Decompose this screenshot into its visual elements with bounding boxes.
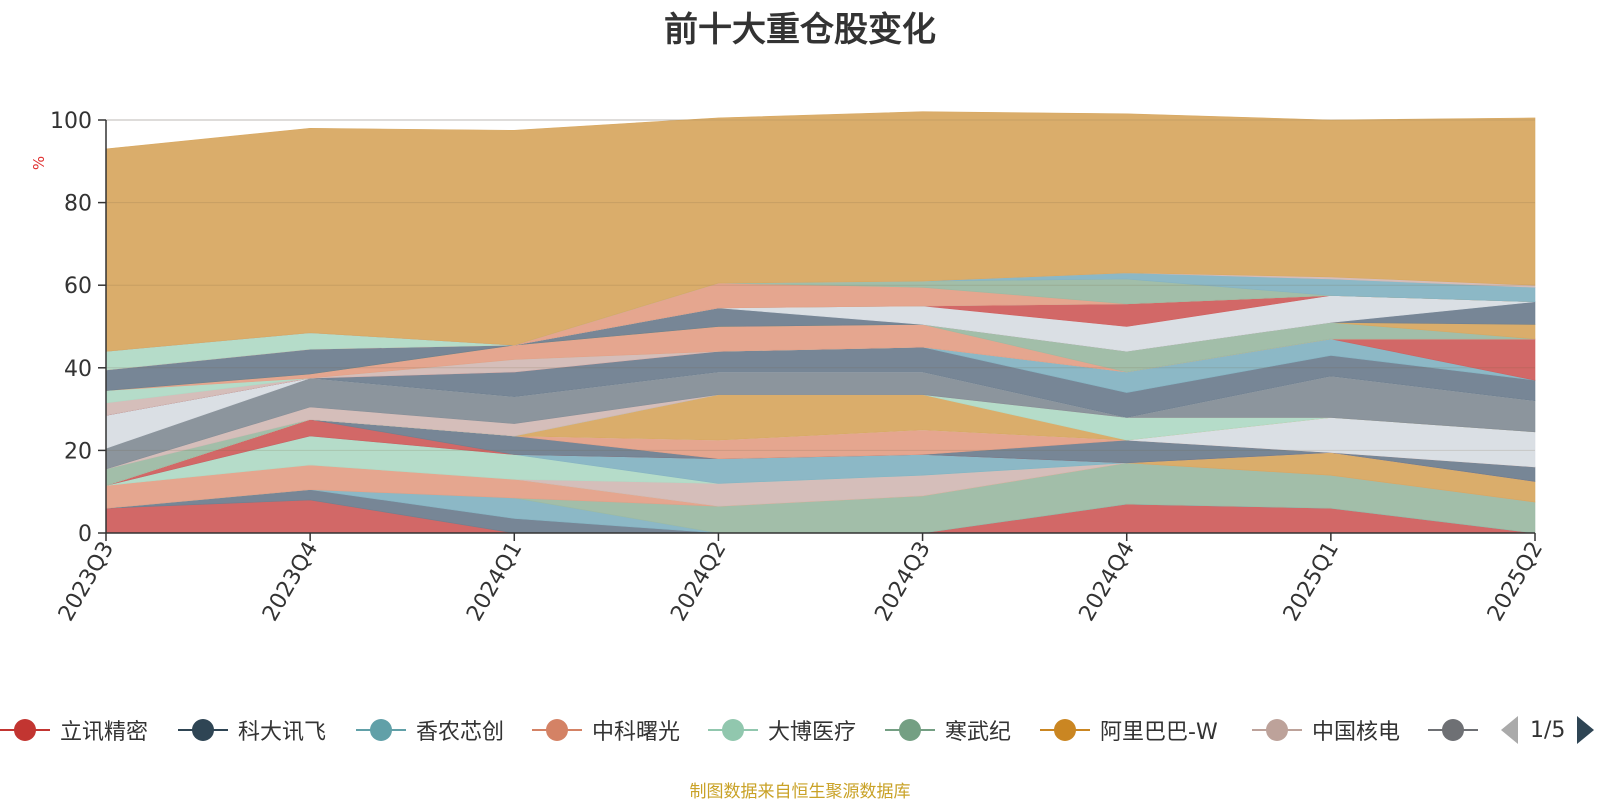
- legend-item[interactable]: 寒武纪: [885, 710, 1011, 750]
- x-tick-label: 2023Q4: [258, 538, 323, 626]
- legend-item[interactable]: 阿里巴巴-W: [1040, 710, 1218, 750]
- y-tick-label: 80: [64, 192, 92, 217]
- x-tick-label: 2023Q3: [54, 538, 119, 626]
- legend-marker-icon: [1428, 719, 1478, 741]
- area-series-group: [105, 111, 1536, 534]
- stacked-area-chart: 0 20 40 60 80 100 2023Q3 2023Q4 2024Q1 2024Q2 2024…: [30, 109, 1548, 626]
- legend-pager: 1/5: [1500, 710, 1595, 750]
- legend-page-indicator: 1/5: [1530, 717, 1566, 743]
- x-tick-label: 2024Q1: [462, 538, 527, 626]
- legend-marker-icon: [708, 719, 758, 741]
- x-tick-label: 2025Q2: [1483, 538, 1548, 626]
- y-tick-label: 100: [50, 109, 92, 134]
- chart-title: 前十大重仓股变化: [664, 10, 936, 50]
- legend-label: 中国核电: [1312, 720, 1401, 745]
- area-series-35[interactable]: [105, 111, 1536, 352]
- legend-next-page-icon[interactable]: [1575, 715, 1595, 745]
- y-tick-label: 40: [64, 357, 92, 382]
- legend-label: 寒武纪: [945, 720, 1012, 745]
- x-tick-label: 2024Q3: [870, 538, 935, 626]
- legend-marker-icon: [0, 719, 50, 741]
- y-tick-label: 60: [64, 274, 92, 299]
- legend-item[interactable]: 科大讯飞: [178, 710, 326, 750]
- x-tick-label: 2024Q4: [1075, 538, 1140, 626]
- legend-prev-page-icon[interactable]: [1500, 715, 1520, 745]
- chart-legend: 立讯精密 科大讯飞 香农芯创 中科曙光 大博医疗 寒武纪 阿里巴巴-W 中国核电: [0, 710, 1600, 750]
- legend-label: 中科曙光: [592, 720, 681, 745]
- legend-label: 科大讯飞: [238, 720, 327, 745]
- legend-marker-icon: [178, 719, 228, 741]
- legend-marker-icon: [1252, 719, 1302, 741]
- legend-item[interactable]: 中国核电: [1252, 710, 1400, 750]
- legend-label: 阿里巴巴-W: [1100, 720, 1218, 745]
- legend-marker-icon: [885, 719, 935, 741]
- legend-item[interactable]: 立讯精密: [0, 710, 148, 750]
- legend-marker-icon: [1040, 719, 1090, 741]
- x-tick-label: 2024Q2: [666, 538, 731, 626]
- legend-label: 香农芯创: [416, 720, 505, 745]
- legend-item[interactable]: 香农芯创: [356, 710, 504, 750]
- legend-label: 立讯精密: [60, 720, 149, 745]
- legend-label: 大博医疗: [768, 720, 857, 745]
- legend-marker-icon: [356, 719, 406, 741]
- legend-marker-icon: [532, 719, 582, 741]
- y-tick-label: 20: [64, 439, 92, 464]
- source-note: 制图数据来自恒生聚源数据库: [689, 782, 911, 802]
- x-tick-label: 2025Q1: [1279, 538, 1344, 626]
- legend-item[interactable]: 大博医疗: [708, 710, 856, 750]
- legend-item[interactable]: [1428, 710, 1478, 750]
- y-axis-unit-label: %: [30, 156, 48, 170]
- legend-item[interactable]: 中科曙光: [532, 710, 680, 750]
- grid-overlay: [106, 119, 1535, 451]
- y-tick-label: 0: [78, 522, 92, 547]
